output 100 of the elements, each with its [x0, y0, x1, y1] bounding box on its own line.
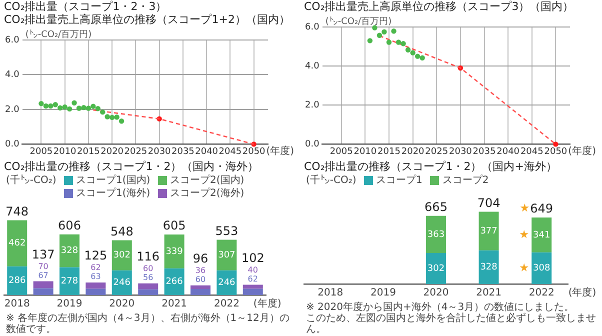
x-axis-title: (年度): [266, 145, 294, 158]
x-axis-title: (年度): [568, 145, 596, 158]
x-tick-label: 2019: [56, 298, 82, 310]
data-label: 60: [195, 274, 206, 284]
total-label: 704: [477, 196, 500, 210]
bar: [532, 217, 552, 252]
y-axis-title: (㌧-CO₂/百万円): [325, 16, 392, 27]
data-label: 328: [60, 246, 78, 256]
data-label: 63: [90, 272, 101, 282]
bar: [60, 234, 80, 268]
chart-title: CO₂排出量の推移（スコープ1・2）（国内・海外）: [3, 160, 260, 173]
bar: [164, 234, 184, 268]
chart-title: CO₂排出量（スコープ1・2・3）: [3, 0, 168, 13]
bar: [426, 253, 446, 284]
data-label: 339: [166, 246, 184, 257]
x-tick-label: 2030: [448, 146, 472, 157]
x-tick-label: 2025: [124, 146, 148, 157]
bar: [60, 267, 80, 295]
bar: [242, 288, 263, 295]
bar: [216, 240, 237, 270]
bar: [478, 212, 499, 250]
x-tick-label: 2015: [77, 146, 100, 157]
data-label: 286: [8, 276, 26, 286]
data-label: 377: [480, 226, 498, 236]
y-axis-title: (千㌧-CO₂): [306, 174, 356, 187]
total-label: 649: [530, 202, 554, 216]
x-tick-label: 2040: [195, 146, 218, 157]
data-label: 67: [38, 270, 48, 280]
legend-label: スコープ1(国内): [76, 174, 150, 187]
point: [376, 32, 382, 38]
legend-label: スコープ2(海外): [170, 187, 244, 200]
data-label: 60: [143, 264, 154, 273]
legend-label: スコープ2: [442, 174, 489, 187]
point: [100, 109, 106, 115]
x-tick-label: 2050: [544, 146, 568, 157]
x-tick-label: 2035: [472, 146, 496, 157]
y-tick-label: 4.0: [304, 61, 320, 72]
text: ※ 2020年度から国内+海外（4～3月）の数値にしました。: [305, 302, 576, 313]
x-tick-label: 2020: [109, 298, 135, 310]
data-label: 62: [248, 274, 258, 284]
chart-title: CO₂排出量売上高原単位の推移（スコープ3）（国内）: [303, 0, 575, 13]
x-tick-label: 2045: [520, 146, 544, 157]
y-tick-label: 0.0: [304, 140, 320, 150]
total-label: 548: [110, 224, 134, 238]
point: [48, 103, 54, 109]
x-tick-label: 2030: [148, 146, 172, 157]
bar: [190, 289, 210, 295]
point: [396, 40, 402, 45]
point: [114, 114, 120, 120]
total-label: 102: [241, 250, 264, 265]
data-label: 278: [60, 276, 78, 286]
chart-title: CO₂排出量の推移（スコープ1・2）（国内+海外）: [303, 160, 558, 173]
data-label: 302: [427, 264, 445, 274]
x-tick-label: 2035: [172, 146, 194, 157]
data-label: 246: [218, 278, 236, 288]
point: [118, 118, 124, 124]
bar: [242, 284, 263, 289]
data-label: 246: [113, 278, 131, 288]
data-label: 56: [143, 272, 154, 282]
x-tick-label: 2015: [378, 146, 400, 157]
x-tick-label: 2021: [476, 288, 502, 299]
point: [372, 25, 378, 30]
bar: [478, 250, 499, 284]
x-tick-label: 2050: [242, 146, 266, 157]
data-label: 62: [90, 263, 101, 272]
x-tick-label: 2021: [162, 298, 188, 310]
x-tick-label: 2022: [528, 288, 554, 299]
y-axis-title: (千㌧-CO₂): [6, 174, 56, 187]
y-tick-label: 0.0: [4, 140, 20, 150]
data-label: 462: [8, 238, 26, 249]
data-label: 70: [38, 262, 48, 271]
data-label: 36: [195, 266, 206, 275]
x-tick-label: 2018: [318, 288, 344, 299]
x-tick-label: 2005: [330, 146, 353, 157]
point: [420, 55, 425, 60]
chart-subtitle: CO₂排出量売上高原単位の推移（スコープ1+2）（国内）: [3, 13, 291, 26]
bar: [86, 282, 106, 289]
total-label: 96: [192, 252, 208, 266]
point: [52, 102, 58, 108]
point: [66, 106, 72, 112]
data-label: 328: [480, 262, 498, 273]
bar: [33, 288, 54, 295]
y-axis-title: (㌧-CO₂/百万円): [25, 30, 92, 40]
total-label: 125: [84, 248, 108, 263]
x-tick-label: 2010: [53, 146, 77, 157]
bar: [86, 288, 106, 295]
total-label: 605: [162, 218, 186, 233]
point: [62, 104, 68, 110]
point: [76, 106, 82, 111]
x-tick-label: 2005: [30, 146, 53, 157]
point: [391, 28, 396, 34]
point: [95, 106, 101, 112]
y-tick-label: 2.0: [4, 104, 20, 115]
bar: [138, 283, 158, 290]
legend-label: スコープ1: [376, 174, 422, 187]
point: [104, 114, 110, 120]
point: [400, 41, 406, 46]
point: [109, 114, 115, 120]
x-axis-title: (年度): [253, 298, 282, 310]
x-tick-label: 2019: [370, 288, 396, 299]
